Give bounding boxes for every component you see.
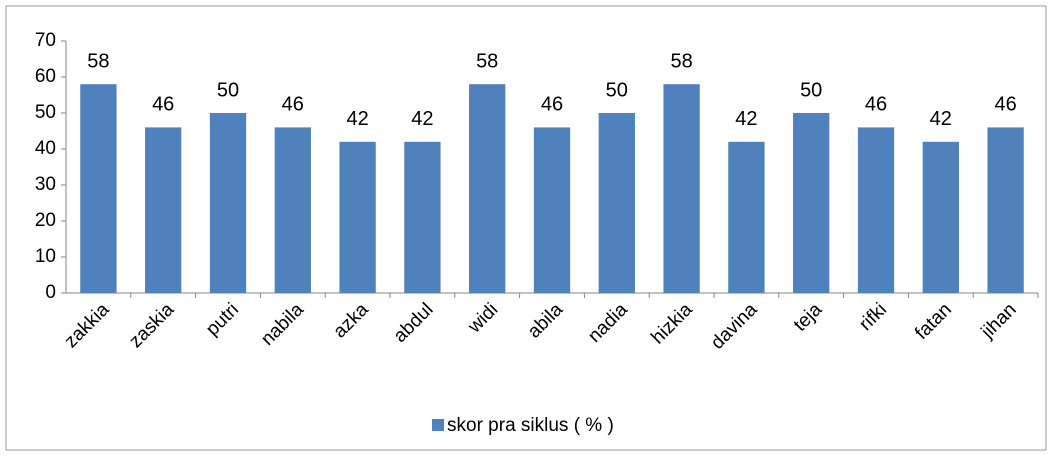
bar	[598, 113, 635, 293]
y-tick-label: 60	[35, 66, 56, 87]
y-tick-label: 40	[35, 138, 56, 159]
legend-label: skor pra siklus ( % )	[447, 415, 614, 436]
data-label: 42	[930, 108, 952, 130]
data-label: 58	[87, 50, 109, 72]
legend-swatch	[432, 419, 444, 431]
bar	[728, 141, 765, 293]
bar	[857, 127, 895, 294]
bar	[404, 141, 441, 293]
data-label: 46	[152, 94, 174, 116]
data-label: 46	[282, 94, 304, 116]
data-label: 46	[541, 94, 563, 116]
data-label: 58	[670, 50, 692, 72]
bar	[274, 127, 311, 294]
data-label: 50	[800, 79, 822, 101]
data-label: 50	[606, 79, 628, 101]
data-label: 46	[994, 94, 1016, 116]
bar	[80, 84, 117, 293]
bar	[987, 127, 1024, 294]
data-label: 58	[476, 50, 498, 72]
bar	[339, 141, 376, 293]
y-tick-label: 10	[35, 246, 56, 267]
y-tick-label: 30	[35, 174, 56, 195]
bar	[209, 113, 247, 293]
bar	[922, 141, 959, 293]
y-tick-label: 0	[45, 282, 56, 303]
data-label: 42	[346, 108, 368, 130]
bar	[663, 84, 700, 293]
data-label: 50	[217, 79, 239, 101]
y-tick-label: 50	[35, 102, 56, 123]
y-tick-label: 70	[35, 30, 56, 51]
data-label: 42	[735, 108, 757, 130]
data-label: 42	[411, 108, 433, 130]
bar	[145, 127, 182, 294]
y-tick-label: 20	[35, 210, 56, 231]
bar	[469, 84, 506, 293]
bar	[793, 113, 830, 293]
data-label: 46	[865, 94, 887, 116]
bar	[533, 127, 571, 294]
